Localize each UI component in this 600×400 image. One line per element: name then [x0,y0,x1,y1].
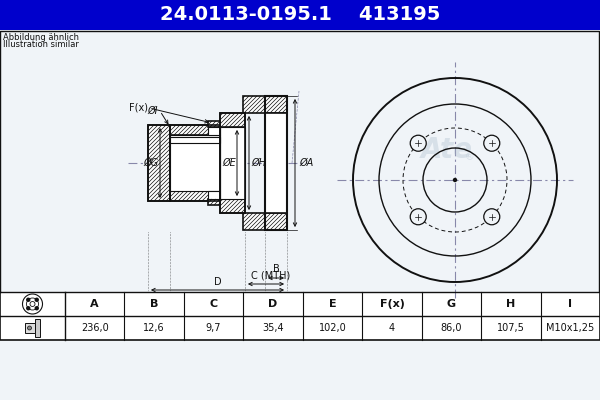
Bar [0,292,600,340]
Text: M10x1,25: M10x1,25 [546,323,595,333]
Bar [170,137,220,143]
Text: ØA: ØA [299,158,313,168]
Text: H: H [506,299,515,309]
Text: 4: 4 [389,323,395,333]
Bar [220,127,245,199]
Bar [208,121,220,127]
Text: 86,0: 86,0 [440,323,462,333]
Bar [148,125,170,201]
Text: I: I [568,299,572,309]
Circle shape [454,178,457,182]
Text: 35,4: 35,4 [262,323,284,333]
Text: F(x): F(x) [380,299,404,309]
Circle shape [484,209,500,225]
Text: ®: ® [464,152,474,162]
Text: Ate: Ate [421,136,473,164]
Bar [265,213,287,230]
Bar [243,96,265,113]
Bar [265,113,287,213]
Text: F(x): F(x) [129,103,148,113]
Circle shape [35,307,38,310]
Bar [220,113,245,127]
Bar [0,0,600,30]
Text: ØE: ØE [222,158,236,168]
Bar [208,191,220,199]
Circle shape [410,209,426,225]
Bar [220,113,245,213]
Bar [35,319,40,337]
Bar [208,127,220,135]
Bar [148,125,170,201]
Circle shape [28,326,32,330]
Circle shape [35,298,38,301]
Circle shape [27,298,30,301]
Bar [208,199,220,205]
Text: D: D [214,277,221,287]
Bar [265,96,287,113]
Text: C (MTH): C (MTH) [251,271,290,281]
Text: B: B [150,299,158,309]
Text: ØI: ØI [148,106,158,116]
Text: D: D [268,299,278,309]
Circle shape [410,135,426,151]
Text: A: A [91,299,99,309]
Bar [25,323,35,333]
Text: 107,5: 107,5 [497,323,525,333]
Text: 102,0: 102,0 [319,323,346,333]
Text: E: E [329,299,337,309]
Bar [220,199,245,213]
Bar [265,96,287,230]
Circle shape [27,307,30,310]
Text: G: G [447,299,456,309]
Text: 24.0113-0195.1    413195: 24.0113-0195.1 413195 [160,6,440,24]
Bar [243,213,265,230]
Bar [170,191,220,201]
Text: 236,0: 236,0 [81,323,109,333]
Bar [170,125,220,135]
Circle shape [484,135,500,151]
Bar [170,135,220,191]
Bar [0,30,600,292]
Text: B: B [272,264,280,274]
Text: C: C [209,299,218,309]
Bar [170,125,220,201]
Text: 9,7: 9,7 [206,323,221,333]
Text: Abbildung ähnlich: Abbildung ähnlich [3,33,79,42]
Text: 12,6: 12,6 [143,323,165,333]
Text: Illustration similar: Illustration similar [3,40,79,49]
Text: ØH: ØH [251,158,266,168]
Text: ØG: ØG [143,158,158,168]
